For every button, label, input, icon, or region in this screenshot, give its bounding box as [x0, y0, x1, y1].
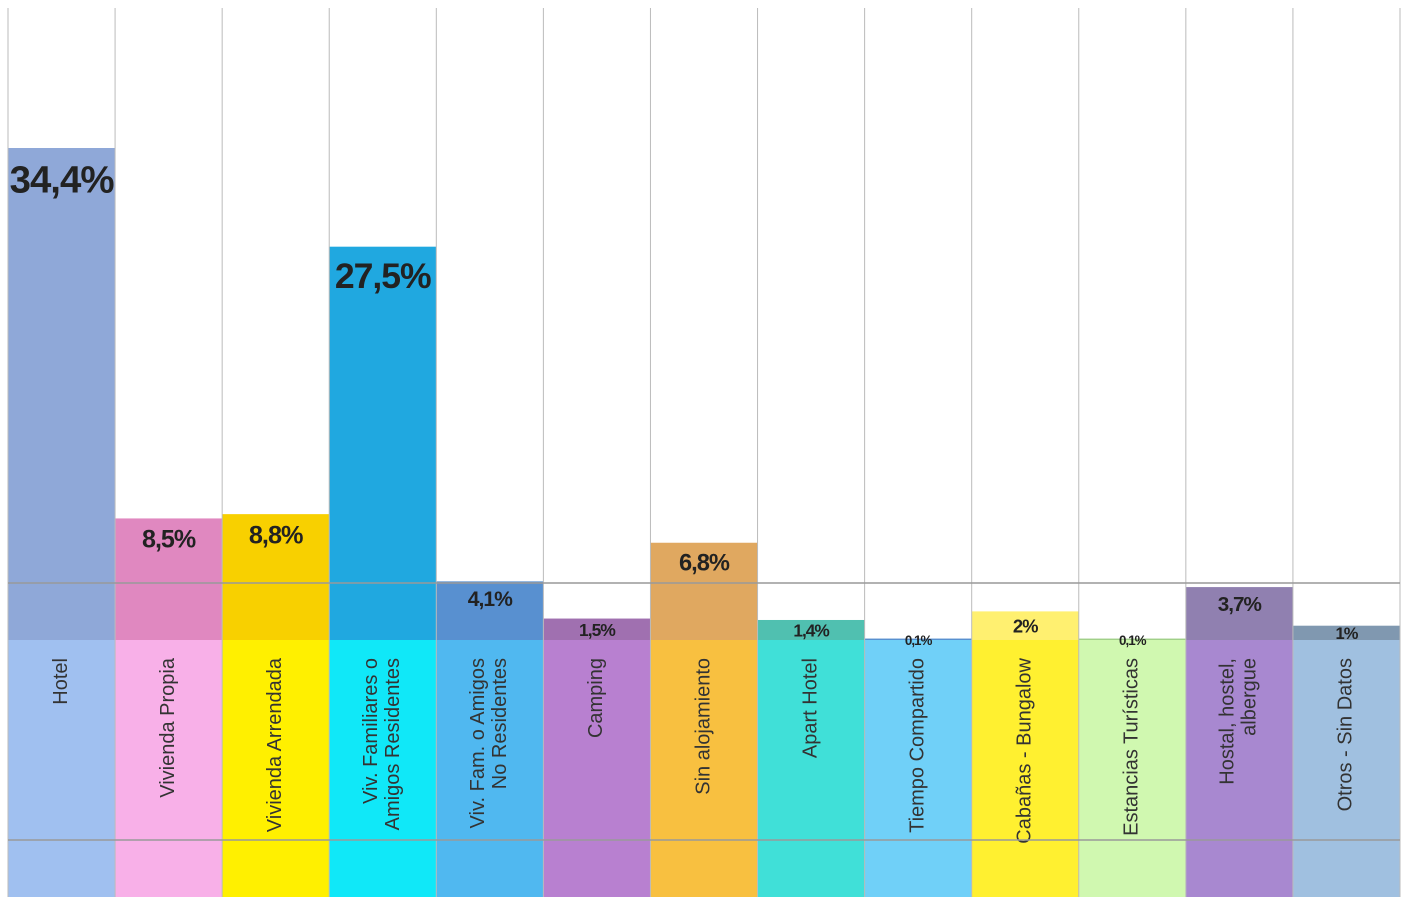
- category-label: Viv. Familiares o: [360, 658, 382, 804]
- category-label: Vivienda Propia: [157, 657, 179, 798]
- label-background: [8, 640, 116, 897]
- label-background: [1292, 640, 1400, 897]
- value-label: 4,1%: [468, 588, 513, 611]
- value-label: 1,5%: [579, 620, 616, 640]
- bar: [436, 581, 544, 640]
- bar: [1292, 625, 1400, 640]
- category-label: Camping: [585, 658, 607, 738]
- value-label: 8,8%: [249, 522, 303, 550]
- label-background: [757, 640, 865, 897]
- bar: [8, 148, 116, 640]
- category-label: Viv. Fam. o Amigos: [467, 658, 489, 828]
- value-label: 0,1%: [905, 633, 933, 648]
- value-label: 27,5%: [335, 256, 431, 296]
- value-label: 2%: [1013, 616, 1038, 637]
- label-background: [222, 640, 330, 897]
- label-background: [543, 640, 651, 897]
- bar: [329, 246, 437, 641]
- label-background: [864, 640, 972, 897]
- category-label: Sin alojamiento: [692, 658, 714, 795]
- category-label: Cabañas - Bungalow: [1014, 657, 1036, 843]
- value-label: 3,7%: [1218, 593, 1262, 616]
- category-label: Hostal, hostel,: [1217, 658, 1239, 785]
- label-background: [436, 640, 544, 897]
- bar: [1078, 638, 1186, 640]
- category-label: Tiempo Compartido: [906, 658, 928, 833]
- bar: [1185, 587, 1293, 640]
- bar: [543, 618, 651, 640]
- value-label: 1%: [1336, 625, 1359, 643]
- category-label: Hotel: [50, 658, 72, 705]
- category-label: Amigos Residentes: [382, 658, 404, 830]
- value-label: 0,1%: [1119, 633, 1147, 648]
- bar: [115, 518, 223, 640]
- value-label: 8,5%: [142, 526, 196, 554]
- value-label: 34,4%: [10, 159, 115, 202]
- bar: [971, 611, 1079, 640]
- bar: [864, 638, 972, 640]
- label-background: [329, 640, 437, 897]
- category-label: Estancias Turísticas: [1121, 658, 1143, 836]
- category-label: albergue: [1239, 658, 1261, 736]
- category-label: Apart Hotel: [799, 658, 821, 758]
- bar: [757, 619, 865, 640]
- bar: [222, 514, 330, 640]
- label-background: [1078, 640, 1186, 897]
- label-background: [1185, 640, 1293, 897]
- label-background: [115, 640, 223, 897]
- category-label: Vivienda Arrendada: [264, 657, 286, 832]
- bar: [650, 542, 758, 640]
- label-background: [971, 640, 1079, 897]
- value-label: 6,8%: [679, 550, 730, 576]
- label-background: [650, 640, 758, 897]
- category-label: Otros - Sin Datos: [1335, 658, 1357, 811]
- value-label: 1,4%: [793, 621, 829, 641]
- category-label: No Residentes: [489, 658, 511, 789]
